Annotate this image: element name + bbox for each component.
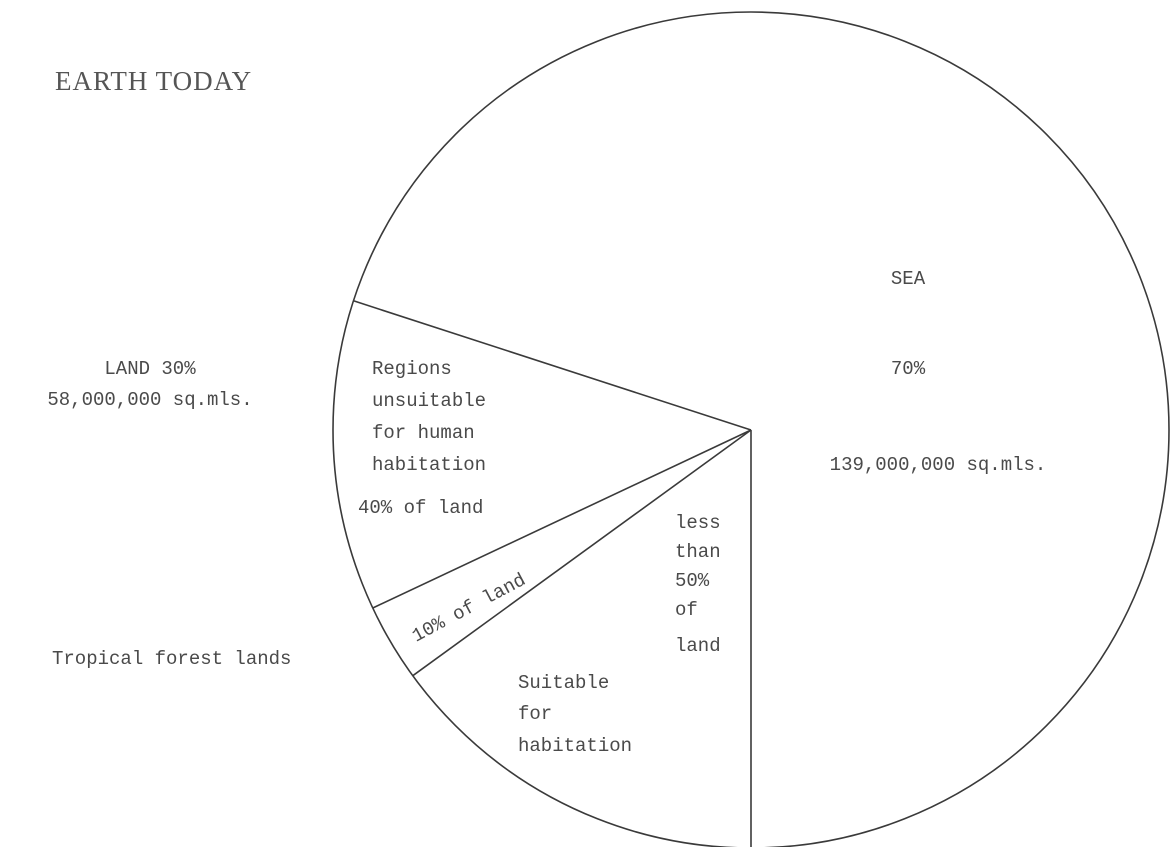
suitable-share-line-1: less [675,512,721,534]
unsuitable-label-line-2: unsuitable [372,390,486,412]
sea-percent: 70% [891,358,926,380]
suitable-share-line-5: land [675,635,721,657]
forest-label: Tropical forest lands [52,648,291,670]
suitable-share-line-3: 50% [675,570,710,592]
suitable-label-line-2: for [518,703,552,725]
unsuitable-label-line-3: for human [372,422,475,444]
unsuitable-forest-boundary [372,429,752,609]
sea-label: SEA [891,268,926,290]
suitable-share-line-2: than [675,541,721,563]
sea-land-boundary-top [353,300,752,431]
unsuitable-label-line-1: Regions [372,358,452,380]
suitable-share-line-4: of [675,599,698,621]
land-area: 58,000,000 sq.mls. [47,389,252,411]
land-label: LAND 30% [104,358,196,380]
suitable-label-line-3: habitation [518,735,632,757]
chart-title: EARTH TODAY [55,66,252,96]
pie-outline [332,11,1170,847]
forest-suitable-boundary [412,429,752,677]
sea-area: 139,000,000 sq.mls. [830,454,1047,476]
unsuitable-label-line-4: habitation [372,454,486,476]
suitable-label-line-1: Suitable [518,672,609,694]
unsuitable-share: 40% of land [358,497,483,519]
